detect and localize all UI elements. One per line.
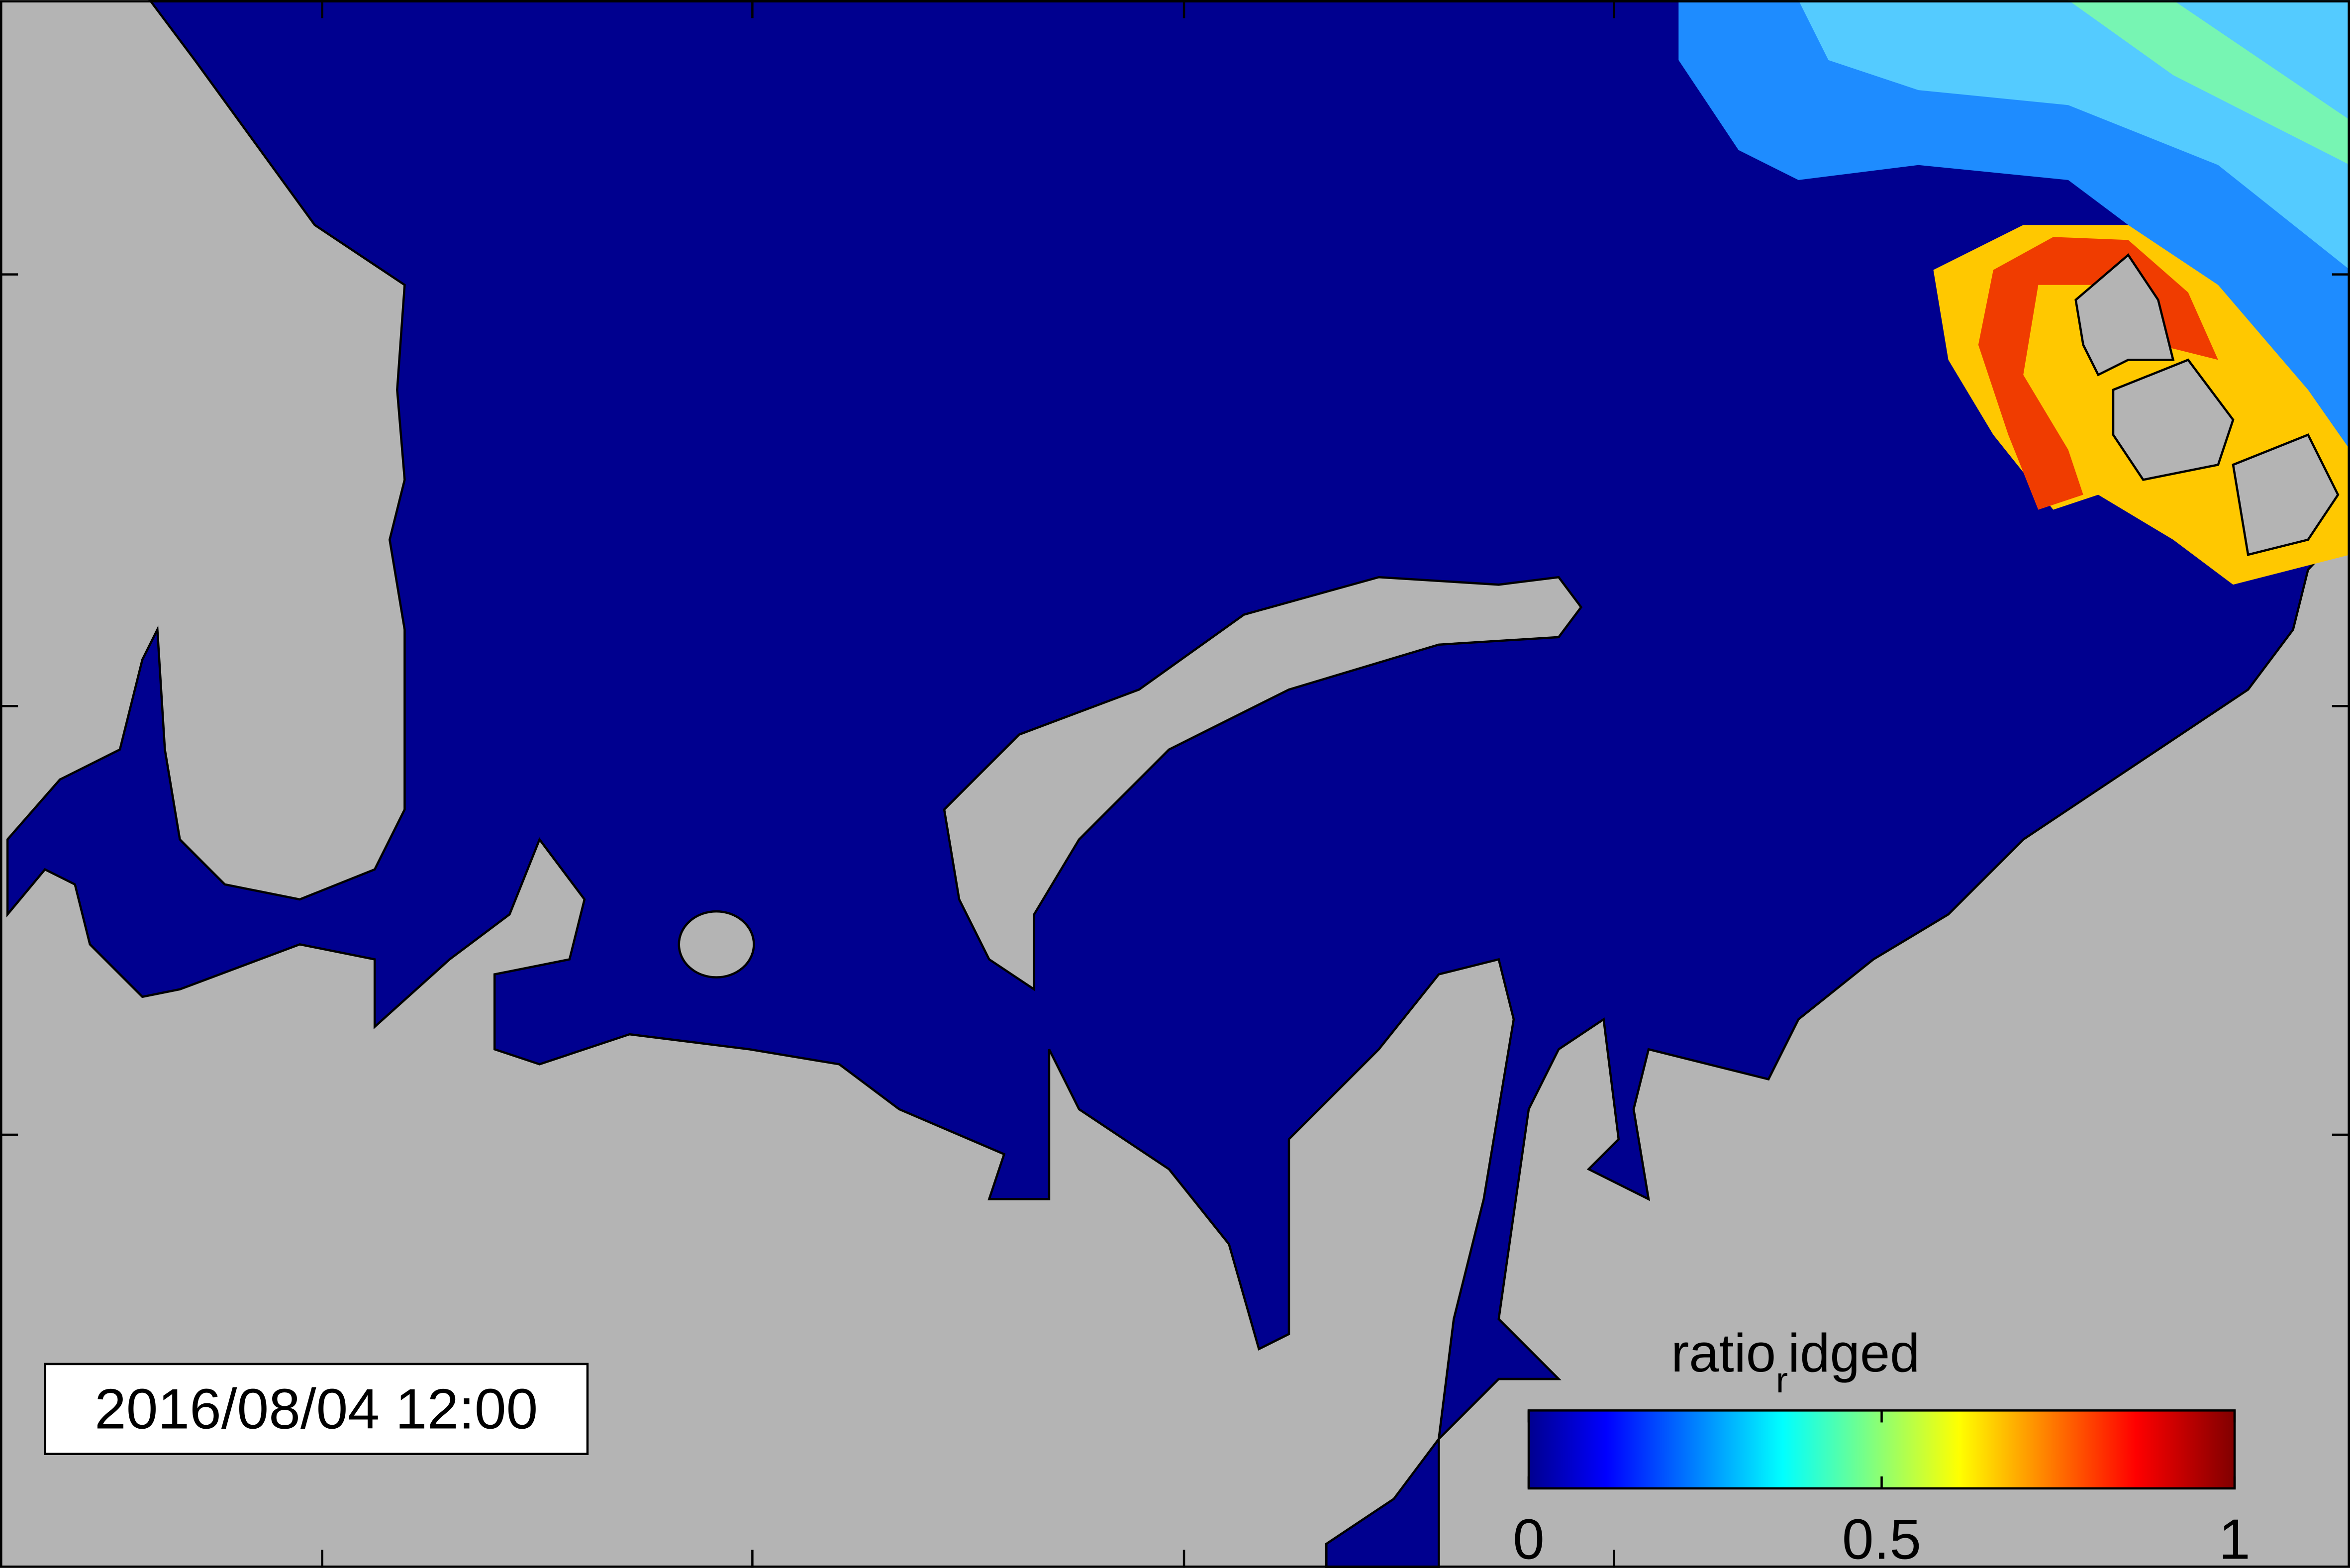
colorbar-title: ratioridged (1671, 1323, 1920, 1400)
colorbar-tick-label: 0 (1513, 1508, 1545, 1568)
colorbar-title-subscript: r (1776, 1361, 1788, 1400)
colorbar-title-main: ratio (1671, 1323, 1776, 1383)
colorbar-tick-label: 0.5 (1842, 1508, 1921, 1568)
island (2232, 433, 2340, 556)
island (2074, 253, 2175, 377)
ice-band-green (2068, 0, 2350, 165)
island (678, 910, 755, 979)
colorbar (1527, 1409, 2236, 1490)
sea (6, 0, 2350, 1568)
island (2112, 358, 2235, 481)
colorbar-title-rest: idged (1788, 1323, 1920, 1383)
colorbar-tick-label: 1 (2219, 1508, 2251, 1568)
timestamp: 2016/08/04 12:00 (95, 1377, 538, 1441)
island (943, 576, 1583, 991)
timestamp-box (44, 1363, 589, 1455)
